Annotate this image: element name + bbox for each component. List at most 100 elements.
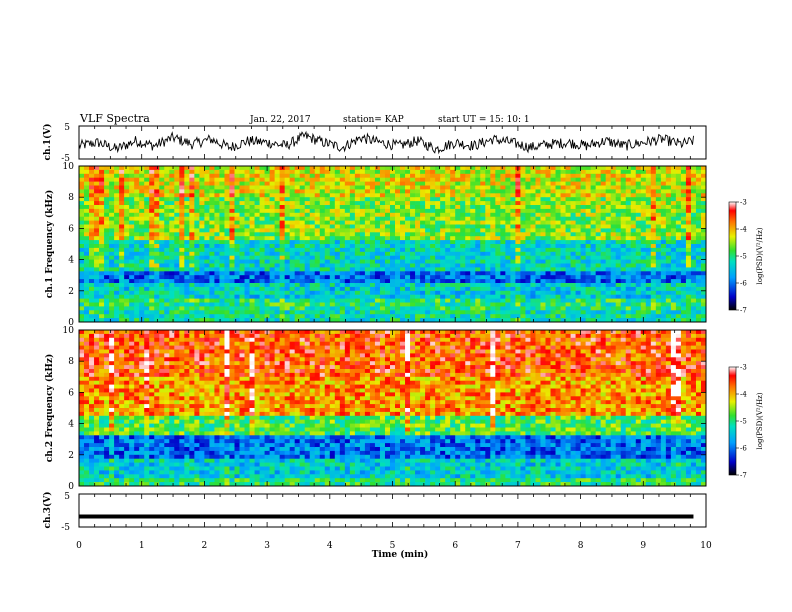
spectrogram-cell bbox=[460, 208, 466, 214]
spectrogram-cell bbox=[640, 185, 647, 190]
spectrogram-cell bbox=[119, 310, 125, 315]
spectrogram-cell bbox=[585, 298, 592, 303]
spectrogram-cell bbox=[395, 275, 401, 280]
spectrogram-cell bbox=[219, 298, 225, 303]
spectrogram-cell bbox=[284, 240, 291, 245]
spectrogram-cell bbox=[525, 244, 531, 249]
spectrogram-cell bbox=[299, 208, 306, 214]
spectrogram-cell bbox=[164, 212, 170, 218]
spectrogram-cell bbox=[109, 224, 115, 229]
spectrogram-cell bbox=[590, 294, 597, 299]
spectrogram-cell bbox=[540, 177, 546, 182]
spectrogram-cell bbox=[154, 275, 160, 280]
spectrogram-cell bbox=[495, 251, 501, 257]
spectrogram-cell bbox=[550, 247, 556, 253]
spectrogram-cell bbox=[374, 255, 381, 260]
spectrogram-cell bbox=[139, 271, 145, 276]
spectrogram-cell bbox=[339, 244, 346, 249]
spectrogram-cell bbox=[129, 302, 135, 307]
spectrogram-cell bbox=[244, 286, 250, 292]
spectrogram-cell bbox=[630, 267, 637, 272]
spectrogram-cell bbox=[199, 212, 205, 218]
spectrogram-cell bbox=[289, 224, 296, 229]
spectrogram-cell bbox=[149, 310, 155, 315]
spectrogram-cell bbox=[540, 240, 546, 245]
spectrogram-cell bbox=[209, 201, 215, 206]
spectrogram-cell bbox=[324, 189, 331, 194]
spectrogram-cell bbox=[344, 275, 351, 280]
spectrogram-cell bbox=[144, 185, 150, 190]
spectrogram-cell bbox=[254, 189, 260, 194]
spectrogram-cell bbox=[164, 306, 170, 311]
spectrogram-cell bbox=[94, 279, 100, 284]
spectrogram-cell bbox=[214, 259, 220, 264]
spectrogram-cell bbox=[204, 263, 210, 268]
spectrogram-cell bbox=[159, 290, 165, 296]
spectrogram-cell bbox=[560, 275, 566, 280]
spectrogram-cell bbox=[254, 263, 260, 268]
spectrogram-cell bbox=[184, 181, 190, 186]
spectrogram-cell bbox=[580, 298, 587, 303]
spectrogram-cell bbox=[374, 251, 381, 257]
spectrogram-cell bbox=[490, 290, 496, 296]
spectrogram-cell bbox=[379, 212, 386, 218]
spectrogram-cell bbox=[234, 236, 240, 241]
spectrogram-cell bbox=[395, 236, 401, 241]
spectrogram-cell bbox=[274, 283, 281, 288]
spectrogram-cell bbox=[219, 247, 225, 253]
spectrogram-cell bbox=[104, 228, 110, 233]
spectrogram-cell bbox=[324, 290, 331, 296]
spectrogram-cell bbox=[460, 216, 466, 221]
spectrogram-cell bbox=[555, 232, 561, 237]
spectrogram-cell bbox=[440, 244, 446, 249]
spectrogram-cell bbox=[239, 247, 245, 253]
spectrogram-cell bbox=[314, 181, 321, 186]
spectrogram-cell bbox=[124, 318, 130, 323]
spectrogram-cell bbox=[680, 232, 687, 237]
spectrogram-cell bbox=[109, 212, 115, 218]
spectrogram-cell bbox=[304, 169, 311, 175]
spectrogram-cell bbox=[299, 247, 306, 253]
spectrogram-cell bbox=[289, 212, 296, 218]
spectrogram-cell bbox=[670, 244, 677, 249]
spectrogram-cell bbox=[149, 247, 155, 253]
spectrogram-cell bbox=[595, 298, 602, 303]
spectrogram-cell bbox=[129, 185, 135, 190]
spectrogram-cell bbox=[104, 197, 110, 202]
spectrogram-cell bbox=[359, 244, 366, 249]
spectrogram-cell bbox=[415, 275, 421, 280]
spectrogram-cell bbox=[309, 177, 316, 182]
spectrogram-cell bbox=[680, 247, 687, 253]
spectrogram-cell bbox=[234, 306, 240, 311]
spectrogram-cell bbox=[620, 306, 627, 311]
spectrogram-cell bbox=[470, 228, 476, 233]
spectrogram-cell bbox=[655, 197, 662, 202]
spectrogram-cell bbox=[430, 220, 436, 225]
spectrogram-cell bbox=[405, 255, 411, 260]
spectrogram-cell bbox=[374, 224, 381, 229]
spectrogram-cell bbox=[470, 267, 476, 272]
spectrogram-cell bbox=[405, 306, 411, 311]
spectrogram-cell bbox=[605, 197, 612, 202]
spectrogram-cell bbox=[309, 275, 316, 280]
spectrogram-cell bbox=[329, 201, 336, 206]
spectrogram-cell bbox=[179, 310, 185, 315]
spectrogram-cell bbox=[109, 201, 115, 206]
spectrogram-cell bbox=[239, 298, 245, 303]
spectrogram-cell bbox=[645, 193, 652, 198]
spectrogram-cell bbox=[605, 290, 612, 296]
spectrogram-cell bbox=[515, 193, 521, 198]
spectrogram-cell bbox=[635, 259, 642, 264]
spectrogram-cell bbox=[369, 247, 376, 253]
spectrogram-cell bbox=[555, 259, 561, 264]
spectrogram-cell bbox=[575, 166, 581, 171]
spectrogram-cell bbox=[650, 298, 657, 303]
spectrogram-cell bbox=[234, 286, 240, 292]
spectrogram-cell bbox=[510, 181, 516, 186]
spectrogram-cell bbox=[269, 220, 276, 225]
spectrogram-cell bbox=[174, 232, 180, 237]
spectrogram-cell bbox=[254, 224, 260, 229]
spectrogram-cell bbox=[570, 205, 576, 210]
spectrogram-cell bbox=[339, 251, 346, 257]
spectrogram-cell bbox=[389, 169, 396, 175]
